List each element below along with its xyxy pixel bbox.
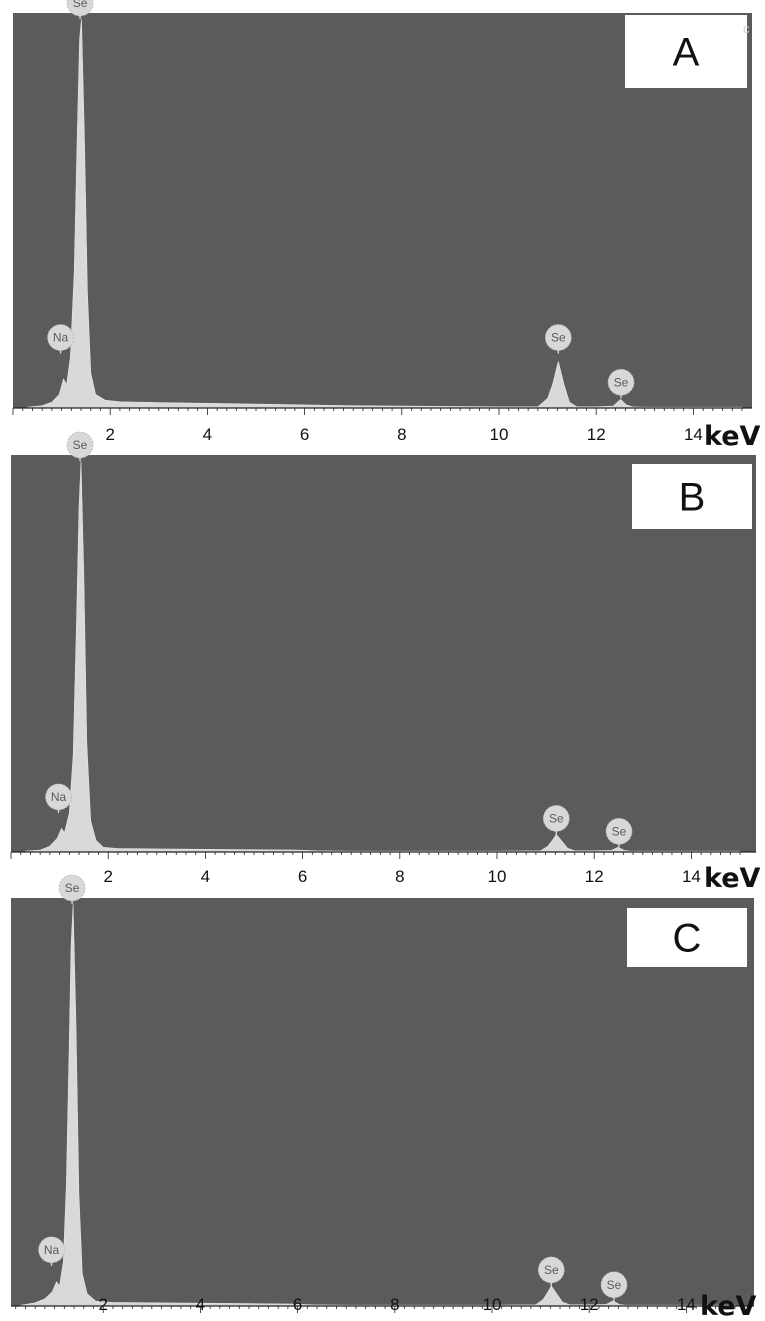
peak-marker-se: Se bbox=[66, 0, 94, 19]
plot-area bbox=[11, 455, 756, 852]
x-tick-label: 14 bbox=[682, 867, 701, 886]
peak-marker-badge bbox=[45, 783, 72, 811]
peak-marker-badge bbox=[544, 324, 572, 351]
x-tick-label: 8 bbox=[395, 867, 404, 886]
peak-marker-se: Se bbox=[537, 1256, 565, 1286]
spectrum-area bbox=[27, 18, 743, 409]
x-tick-label: 6 bbox=[298, 867, 307, 886]
peak-element-label: Na bbox=[53, 331, 69, 345]
peak-marker-badge bbox=[607, 368, 635, 396]
peak-element-label: Na bbox=[51, 790, 67, 804]
peak-marker-na: Na bbox=[45, 783, 72, 813]
peak-marker-se: Se bbox=[607, 368, 635, 399]
x-tick-label: 10 bbox=[490, 425, 509, 444]
panel-label-box bbox=[627, 908, 747, 967]
x-tick-label: 6 bbox=[293, 1295, 302, 1314]
x-tick-label: 4 bbox=[201, 867, 210, 886]
peak-marker-badge bbox=[600, 1271, 628, 1299]
peak-element-label: Na bbox=[44, 1243, 60, 1257]
peak-marker-badge bbox=[66, 0, 94, 17]
peak-element-label: Se bbox=[614, 375, 629, 389]
x-tick-label: 2 bbox=[98, 1295, 107, 1314]
peak-marker-badge bbox=[47, 324, 74, 351]
x-tick-label: 14 bbox=[684, 425, 703, 444]
peak-marker-badge bbox=[58, 874, 86, 902]
x-tick-label: 12 bbox=[587, 425, 606, 444]
panel-label: A bbox=[673, 31, 700, 75]
x-tick-label: 10 bbox=[488, 867, 507, 886]
peak-element-label: Se bbox=[612, 824, 627, 838]
peak-element-label: Se bbox=[73, 438, 88, 452]
x-tick-label: 12 bbox=[585, 867, 604, 886]
spectrum-panel-c: 2 4 6 8 10 12 14 keV C Se Na Se Se bbox=[11, 874, 757, 1321]
x-axis-unit: keV bbox=[704, 863, 761, 894]
peak-element-label: Se bbox=[65, 881, 80, 895]
x-tick-label: 14 bbox=[677, 1295, 696, 1314]
peak-marker-badge bbox=[537, 1256, 565, 1284]
panel-label: B bbox=[679, 476, 706, 520]
panel-label: C bbox=[673, 917, 702, 961]
peak-marker-se: Se bbox=[58, 874, 86, 904]
x-tick-label: 4 bbox=[203, 425, 212, 444]
peak-marker-na: Na bbox=[47, 324, 74, 354]
spectrum-panel-b: 2 4 6 8 10 12 14 keV B Se Na Se Se bbox=[10, 431, 761, 894]
peak-element-label: Se bbox=[544, 1263, 559, 1277]
peak-marker-badge bbox=[66, 431, 94, 459]
x-tick-label: 2 bbox=[103, 867, 112, 886]
peak-marker-badge bbox=[38, 1236, 65, 1264]
peak-marker-badge bbox=[542, 805, 570, 832]
peak-marker-se: Se bbox=[544, 324, 572, 354]
x-axis-unit: keV bbox=[700, 1291, 757, 1321]
x-tick-label: 6 bbox=[300, 425, 309, 444]
peak-marker-na: Na bbox=[38, 1236, 65, 1266]
peak-marker-se: Se bbox=[66, 431, 94, 461]
x-tick-label: 10 bbox=[483, 1295, 502, 1314]
peak-marker-se: Se bbox=[605, 817, 633, 848]
peak-element-label: Se bbox=[607, 1278, 622, 1292]
x-tick-label: 8 bbox=[390, 1295, 399, 1314]
spectrum-panel-a: 2 4 6 8 10 12 14 keV Ac Se Na Se Se bbox=[12, 0, 761, 452]
x-tick-label: 12 bbox=[580, 1295, 599, 1314]
corner-mark: c bbox=[743, 21, 750, 36]
x-tick-label: 4 bbox=[196, 1295, 205, 1314]
peak-marker-se: Se bbox=[542, 805, 570, 835]
peak-element-label: Se bbox=[73, 0, 88, 10]
panel-label-box bbox=[625, 15, 747, 88]
peak-element-label: Se bbox=[551, 331, 566, 345]
peak-element-label: Se bbox=[549, 811, 564, 825]
x-axis-unit: keV bbox=[704, 421, 761, 452]
peak-marker-badge bbox=[605, 817, 633, 845]
x-tick-label: 8 bbox=[397, 425, 406, 444]
x-tick-label: 2 bbox=[105, 425, 114, 444]
peak-marker-se: Se bbox=[600, 1271, 628, 1301]
panel-label-box bbox=[632, 464, 752, 529]
